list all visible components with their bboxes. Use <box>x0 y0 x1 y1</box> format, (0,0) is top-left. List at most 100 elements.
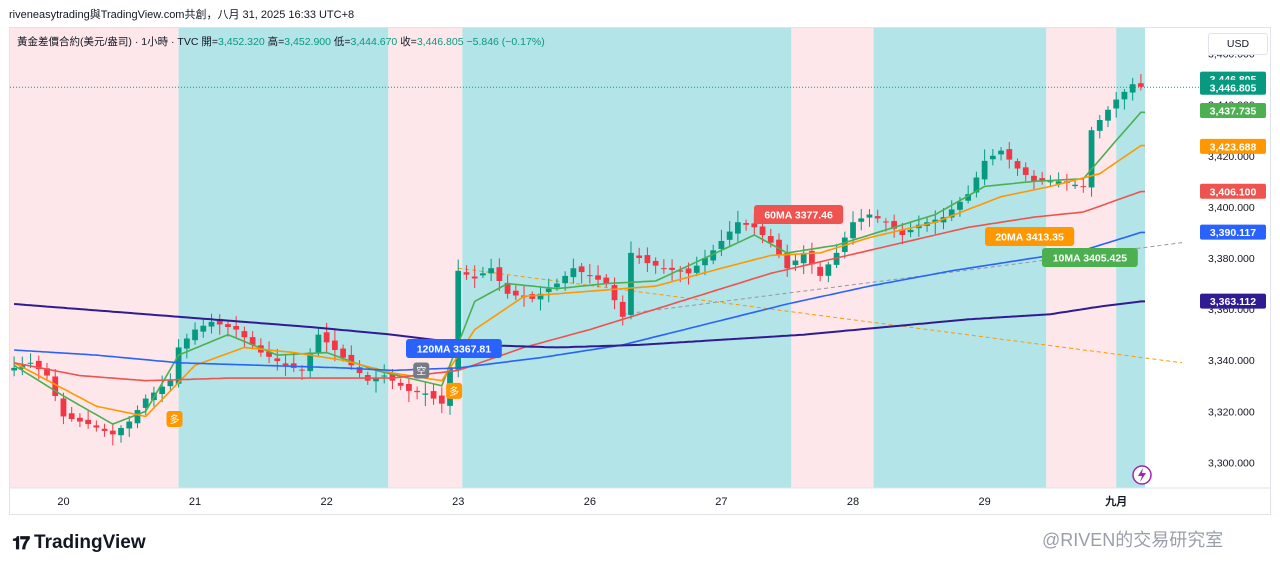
candle-body <box>348 354 355 366</box>
y-tick-label: 3,400.000 <box>1208 202 1255 214</box>
candle-body <box>619 301 626 317</box>
currency-selector[interactable]: USD <box>1208 33 1268 55</box>
ma-label-text: 20MA 3413.35 <box>995 232 1064 244</box>
candle-body <box>874 216 881 219</box>
session-zone-cyan <box>873 28 1047 488</box>
ma-line-120MA <box>14 231 1145 372</box>
candle-body <box>883 221 889 223</box>
candle-body <box>866 214 873 218</box>
price-tag-text: 3,446.805 <box>1210 82 1257 94</box>
candle-body <box>669 267 675 270</box>
candle-body <box>652 260 659 266</box>
candle-body <box>274 358 281 362</box>
candle-body <box>693 265 700 273</box>
candle-body <box>44 368 50 376</box>
y-tick-label: 3,320.000 <box>1208 406 1255 418</box>
candle-body <box>570 268 577 278</box>
candle-body <box>907 229 914 233</box>
signal-marker-box <box>413 362 430 379</box>
x-tick-label: 26 <box>584 496 596 508</box>
chart-frame <box>9 27 1271 515</box>
candle-body <box>850 222 856 239</box>
candle-body <box>767 236 774 243</box>
x-tick-label: 九月 <box>1104 494 1127 508</box>
candle-body <box>792 260 799 266</box>
candle-body <box>11 367 17 371</box>
candle-body <box>1096 120 1103 131</box>
candle-body <box>603 277 610 284</box>
candle-body <box>299 369 305 371</box>
candle-body <box>1039 178 1046 182</box>
candle-body <box>422 393 429 395</box>
x-tick-label: 20 <box>57 496 69 508</box>
ma-label-text: 60MA 3377.46 <box>764 210 833 222</box>
candle-body <box>1080 186 1087 188</box>
tradingview-mark-icon: 𝟏𝟕 <box>12 532 30 553</box>
candle-body <box>578 266 585 273</box>
candle-body <box>134 410 141 424</box>
session-zone-pink <box>10 28 179 488</box>
ma-label-box <box>1042 248 1138 267</box>
candle-body <box>463 272 470 275</box>
candle-body <box>249 337 256 345</box>
price-tag-box <box>1200 102 1266 118</box>
candle-body <box>504 282 511 294</box>
candle-body <box>93 425 100 428</box>
candle-body <box>85 419 92 425</box>
candle-body <box>989 155 996 160</box>
price-tag-text: 3,423.688 <box>1210 141 1257 153</box>
candle-body <box>677 270 684 272</box>
candle-body <box>751 223 758 228</box>
author-watermark: @RIVEN的交易研究室 <box>1042 530 1224 550</box>
price-tag-box <box>1200 224 1266 240</box>
candle-body <box>159 386 166 394</box>
candle-body <box>126 421 133 429</box>
candle-body <box>406 383 412 391</box>
price-tag-text: 3,437.735 <box>1210 105 1257 117</box>
candle-body <box>1031 175 1037 182</box>
candle-body <box>167 380 174 387</box>
candle-body <box>35 360 42 370</box>
candle-body <box>1105 109 1111 121</box>
ma-line-longMA <box>14 300 1145 349</box>
candle-body <box>611 285 618 301</box>
high-label: 高= <box>267 36 285 48</box>
candle-body <box>282 363 289 366</box>
low-value: 3,444.670 <box>350 36 398 48</box>
candle-body <box>496 267 503 281</box>
candle-body <box>430 391 437 399</box>
candle-body <box>77 417 83 422</box>
candle-body <box>858 218 865 222</box>
candle-body <box>1129 84 1136 93</box>
price-tag-text: 3,390.117 <box>1210 227 1256 239</box>
candle-body <box>1138 83 1144 87</box>
price-tag-box <box>1200 293 1266 309</box>
candle-body <box>702 258 708 266</box>
y-tick-label: 3,300.000 <box>1208 457 1255 469</box>
candle-body <box>101 428 108 431</box>
candle-body <box>373 378 379 382</box>
candle-body <box>1072 184 1078 187</box>
candle-body <box>488 268 495 274</box>
tradingview-logo[interactable]: 𝟏𝟕 TradingView <box>12 532 146 554</box>
signal-marker-box <box>166 411 183 427</box>
price-tag-box <box>1200 138 1266 154</box>
session-zone-cyan <box>462 28 792 488</box>
candle-body <box>833 252 840 265</box>
candle-body <box>241 331 248 338</box>
candle-body <box>323 332 330 343</box>
x-tick-label: 23 <box>452 496 464 508</box>
symbol-label: 黃金差價合約(美元/盎司) · 1小時 · TVC <box>17 36 199 48</box>
y-tick-label: 3,380.000 <box>1208 253 1255 265</box>
x-tick-label: 21 <box>189 496 201 508</box>
candle-body <box>809 250 815 265</box>
x-tick-label: 27 <box>715 496 727 508</box>
close-label: 收= <box>400 36 417 48</box>
candle-body <box>52 376 59 396</box>
candle-body <box>710 250 717 261</box>
candle-body <box>175 347 182 384</box>
candle-body <box>60 398 67 417</box>
ma-label-text: 120MA 3367.81 <box>417 344 491 356</box>
candle-body <box>225 324 231 327</box>
